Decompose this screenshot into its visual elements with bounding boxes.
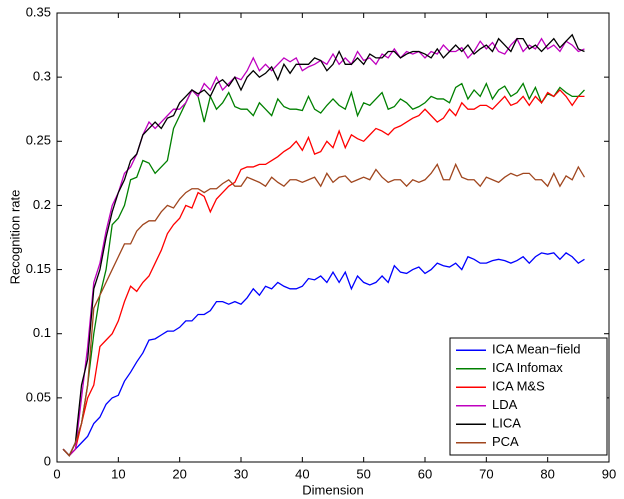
y-tick-label: 0.3 (33, 69, 51, 84)
legend-label: PCA (492, 434, 519, 449)
plot-frame (56, 12, 610, 463)
series-line (62, 33, 585, 457)
x-tick-label: 70 (479, 466, 493, 481)
series-line (62, 252, 585, 457)
legend-label: ICA Mean−field (492, 342, 581, 357)
x-tick-label: 0 (53, 466, 60, 481)
y-tick-label: 0.1 (33, 325, 51, 340)
y-tick-label: 0.25 (26, 133, 51, 148)
x-tick-label: 80 (540, 466, 554, 481)
series-line (62, 37, 585, 457)
series-line (62, 81, 585, 457)
y-tick-label: 0.15 (26, 261, 51, 276)
legend-box (449, 337, 608, 456)
y-tick-label: 0.35 (26, 4, 51, 19)
x-tick-label: 30 (234, 466, 248, 481)
x-tick-label: 50 (356, 466, 370, 481)
x-tick-label: 40 (295, 466, 309, 481)
y-axis-label: Recognition rate (7, 190, 22, 285)
x-tick-label: 20 (172, 466, 186, 481)
series-line (62, 162, 586, 457)
legend-label: ICA M&S (492, 379, 545, 394)
x-tick-label: 10 (111, 466, 125, 481)
x-tick-label: 90 (602, 466, 616, 481)
x-axis-label: Dimension (302, 482, 363, 497)
y-tick-label: 0 (44, 453, 51, 468)
legend-label: ICA Infomax (492, 360, 563, 375)
legend-label: LICA (492, 416, 521, 431)
legend: ICA Mean−field ICA Infomax ICA M&S LDA LICA P… (449, 337, 608, 456)
legend-label: LDA (492, 397, 518, 412)
series-line (62, 89, 585, 457)
x-tick-label: 60 (418, 466, 432, 481)
y-tick-label: 0.2 (33, 197, 51, 212)
y-tick-label: 0.05 (26, 389, 51, 404)
